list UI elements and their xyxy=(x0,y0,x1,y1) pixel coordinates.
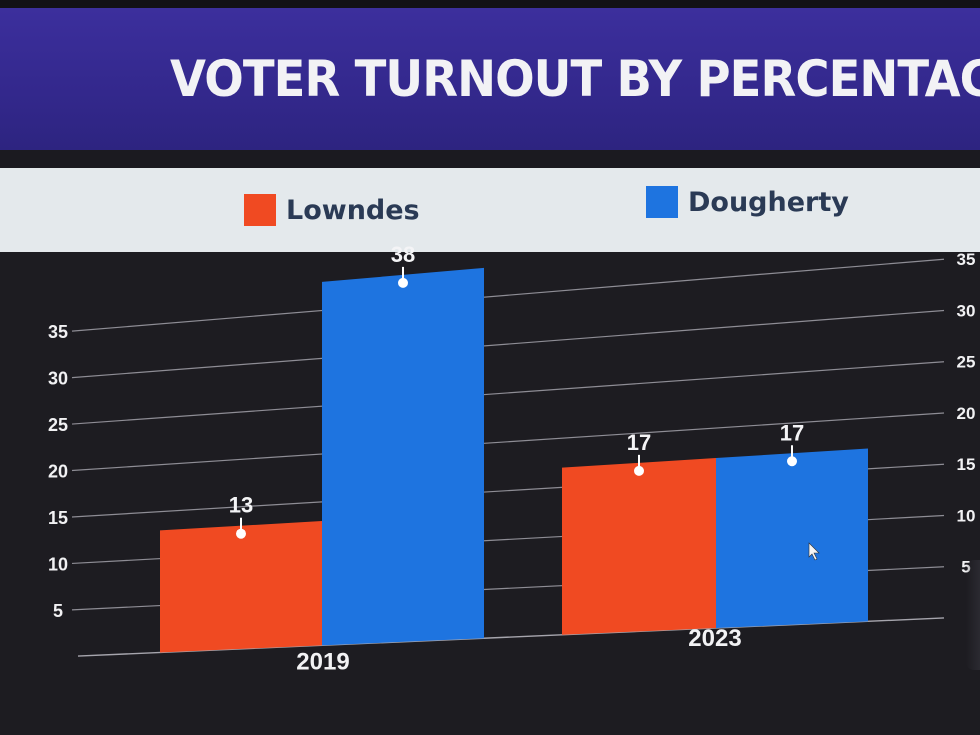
y-tick-label-left: 35 xyxy=(48,322,68,342)
screen-bezel xyxy=(0,0,980,8)
legend-label-dougherty: Dougherty xyxy=(688,186,849,218)
data-label-dot xyxy=(787,456,797,467)
y-tick-label-left: 15 xyxy=(48,508,68,528)
data-label-dot xyxy=(634,465,644,476)
bar-dougherty-2023 xyxy=(716,448,868,629)
y-tick-label-right: 35 xyxy=(957,250,976,269)
data-label-dot xyxy=(236,528,246,539)
y-tick-label-left: 10 xyxy=(48,554,68,574)
screen-edge xyxy=(966,560,980,670)
y-tick-label-left: 25 xyxy=(48,415,68,435)
y-tick-label-left: 30 xyxy=(48,369,68,389)
y-tick-label-left: 5 xyxy=(53,601,63,621)
mouse-cursor-icon xyxy=(808,542,820,561)
data-label: 17 xyxy=(627,430,651,455)
data-label: 13 xyxy=(229,493,253,518)
data-label: 17 xyxy=(780,420,804,445)
y-tick-label-right: 25 xyxy=(957,353,976,372)
data-label-dot xyxy=(398,277,408,288)
legend-item-lowndes: Lowndes xyxy=(244,194,420,226)
bar-lowndes-2019 xyxy=(160,520,322,653)
legend-swatch-dougherty xyxy=(646,186,678,218)
y-tick-label-right: 30 xyxy=(957,301,976,320)
divider xyxy=(0,150,980,172)
title-banner: VOTER TURNOUT BY PERCENTAGE xyxy=(0,8,980,150)
gridline xyxy=(71,412,945,472)
data-label: 38 xyxy=(391,242,415,267)
legend-swatch-lowndes xyxy=(244,194,276,226)
y-tick-label-right: 10 xyxy=(957,506,976,525)
bar-dougherty-2019 xyxy=(322,267,484,646)
y-tick-label-left: 20 xyxy=(48,462,68,482)
gridline xyxy=(71,309,945,379)
legend-label-lowndes: Lowndes xyxy=(286,194,420,226)
x-category-label: 2019 xyxy=(296,648,349,675)
bar-lowndes-2023 xyxy=(562,458,716,635)
gridline xyxy=(71,258,945,332)
gridline xyxy=(71,361,945,425)
y-tick-label-right: 20 xyxy=(957,404,976,423)
legend: Lowndes Dougherty xyxy=(0,168,980,252)
y-tick-label-right: 15 xyxy=(957,455,976,474)
x-category-label: 2023 xyxy=(688,625,741,652)
legend-item-dougherty: Dougherty xyxy=(646,186,849,218)
